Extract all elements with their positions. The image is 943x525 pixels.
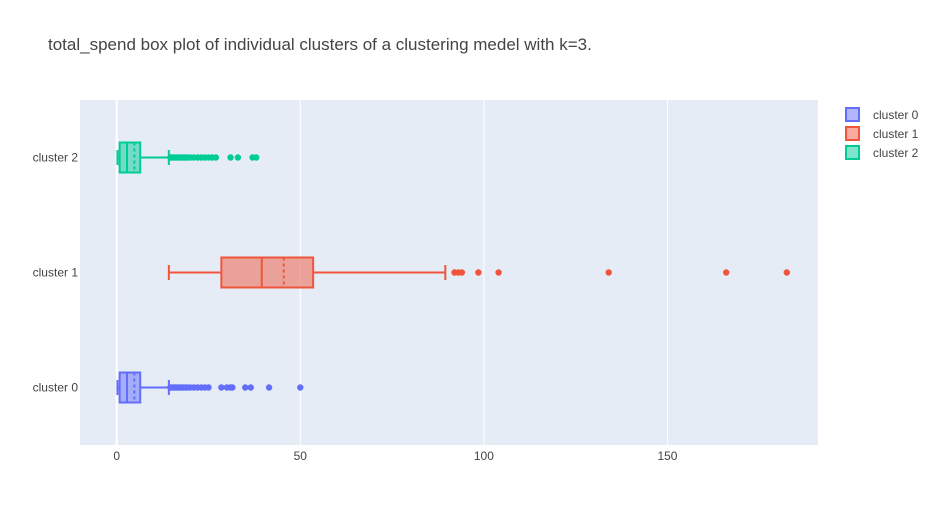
x-tick-label: 0 <box>113 449 120 463</box>
legend[interactable]: cluster 0 cluster 1 cluster 2 <box>845 107 919 160</box>
legend-label: cluster 1 <box>873 127 919 141</box>
outlier-point <box>783 269 790 276</box>
outlier-point <box>458 269 466 276</box>
iqr-box <box>118 371 142 404</box>
box-cluster-1 <box>167 256 790 289</box>
outlier-point <box>605 269 612 276</box>
y-tick-label: cluster 2 <box>33 151 79 165</box>
legend-label: cluster 2 <box>873 146 919 160</box>
box-cluster-0 <box>116 371 304 404</box>
legend-label: cluster 0 <box>873 108 919 122</box>
legend-item-cluster-2[interactable]: cluster 2 <box>845 145 919 160</box>
outlier-point <box>227 154 234 161</box>
outlier-point <box>234 154 242 161</box>
legend-swatch <box>845 126 860 141</box>
x-tick-label: 100 <box>474 449 494 463</box>
box-cluster-2 <box>116 141 260 174</box>
outlier-point <box>229 384 236 391</box>
iqr-box <box>220 256 315 289</box>
outlier-point <box>242 384 249 391</box>
y-tick-label: cluster 1 <box>33 266 79 280</box>
outlier-point <box>205 384 212 391</box>
outlier-point <box>297 384 304 391</box>
outlier-point <box>265 384 273 391</box>
outlier-point <box>247 384 254 391</box>
iqr-box <box>118 141 142 174</box>
outlier-point <box>218 384 225 391</box>
outlier-point <box>495 269 502 276</box>
legend-item-cluster-1[interactable]: cluster 1 <box>845 126 919 141</box>
legend-swatch <box>845 145 860 160</box>
x-tick-label: 150 <box>657 449 677 463</box>
outlier-point <box>723 269 730 276</box>
outlier-point <box>212 154 220 161</box>
y-tick-label: cluster 0 <box>33 381 79 395</box>
x-tick-label: 50 <box>294 449 308 463</box>
y-axis-ticks: cluster 0 cluster 1 cluster 2 <box>33 151 79 395</box>
x-axis-ticks: 0 50 100 150 <box>113 449 677 463</box>
outlier-point <box>253 154 260 161</box>
legend-item-cluster-0[interactable]: cluster 0 <box>845 107 919 122</box>
outlier-point <box>475 269 482 276</box>
box-series-layer <box>116 141 790 404</box>
legend-swatch <box>845 107 860 122</box>
chart-title: total_spend box plot of individual clust… <box>48 35 592 54</box>
